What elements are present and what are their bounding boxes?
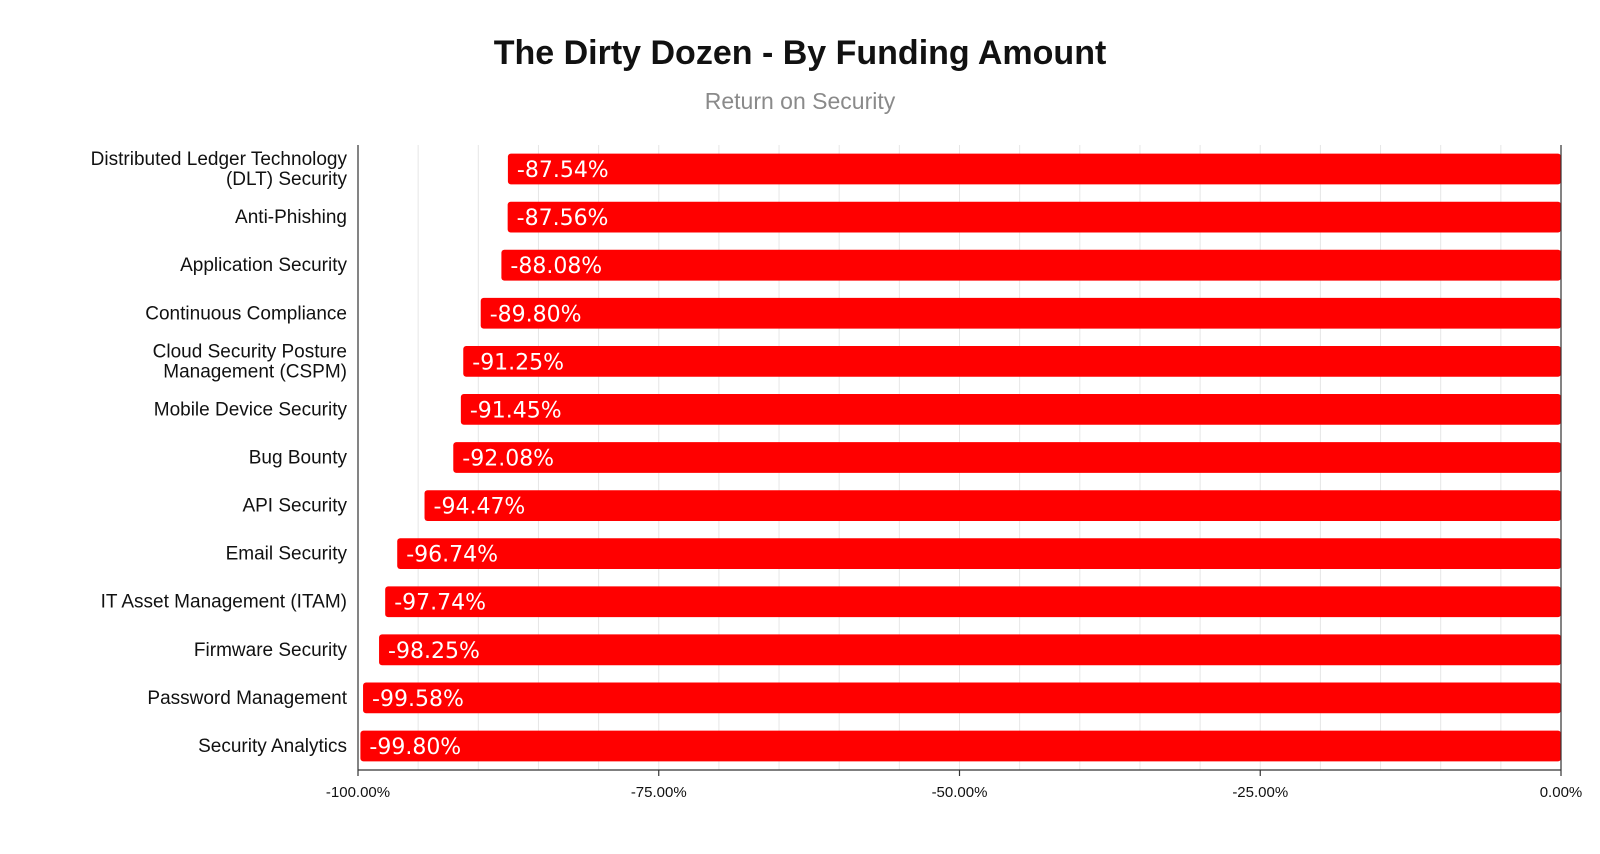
bar	[363, 682, 1561, 714]
bar	[507, 153, 1561, 185]
data-label: -98.25%	[388, 639, 480, 664]
bar	[463, 345, 1562, 377]
category-label: (DLT) Security	[226, 169, 348, 190]
data-label: -89.80%	[490, 302, 582, 327]
x-tick-label: 0.00%	[1540, 784, 1583, 801]
bar	[453, 442, 1561, 473]
category-label: Security Analytics	[198, 736, 347, 757]
bars	[360, 153, 1562, 762]
category-label: API Security	[242, 496, 347, 517]
category-label: Management (CSPM)	[163, 361, 347, 382]
chart-subtitle: Return on Security	[704, 88, 896, 114]
category-label: Firmware Security	[194, 640, 348, 661]
data-label: -99.58%	[372, 687, 464, 712]
x-tick-label: -75.00%	[631, 784, 687, 801]
x-tick-label: -25.00%	[1232, 784, 1288, 801]
data-label: -87.56%	[517, 206, 609, 231]
category-label: Continuous Compliance	[145, 303, 347, 324]
category-label: IT Asset Management (ITAM)	[101, 592, 347, 613]
labels: -87.54% Distributed Ledger Technology(DLT…	[91, 149, 1583, 801]
bar	[501, 249, 1562, 281]
bar	[460, 394, 1562, 425]
axes	[357, 145, 1562, 776]
category-label: Anti-Phishing	[235, 207, 347, 228]
data-label: -96.74%	[406, 543, 498, 568]
category-label: Email Security	[226, 544, 348, 565]
bar	[424, 490, 1562, 521]
category-label: Distributed Ledger Technology	[91, 149, 348, 170]
bar	[385, 586, 1562, 618]
bar	[507, 201, 1561, 233]
bar	[397, 538, 1562, 570]
bar	[360, 730, 1561, 762]
x-tick-label: -100.00%	[326, 784, 390, 801]
data-label: -88.08%	[510, 254, 602, 279]
data-label: -92.08%	[462, 447, 554, 472]
data-label: -94.47%	[434, 495, 526, 520]
chart-title: The Dirty Dozen - By Funding Amount	[493, 34, 1107, 72]
data-label: -99.80%	[369, 735, 461, 760]
data-label: -91.25%	[472, 350, 564, 375]
category-label: Application Security	[180, 255, 347, 276]
bar	[379, 634, 1561, 666]
category-label: Mobile Device Security	[154, 399, 348, 420]
category-label: Password Management	[147, 688, 347, 709]
bar	[480, 297, 1561, 329]
data-label: -91.45%	[470, 398, 562, 423]
category-label: Cloud Security Posture	[153, 341, 347, 362]
data-label: -87.54%	[517, 158, 609, 183]
category-label: Bug Bounty	[249, 448, 348, 469]
data-label: -97.74%	[394, 591, 486, 616]
x-tick-label: -50.00%	[932, 784, 988, 801]
